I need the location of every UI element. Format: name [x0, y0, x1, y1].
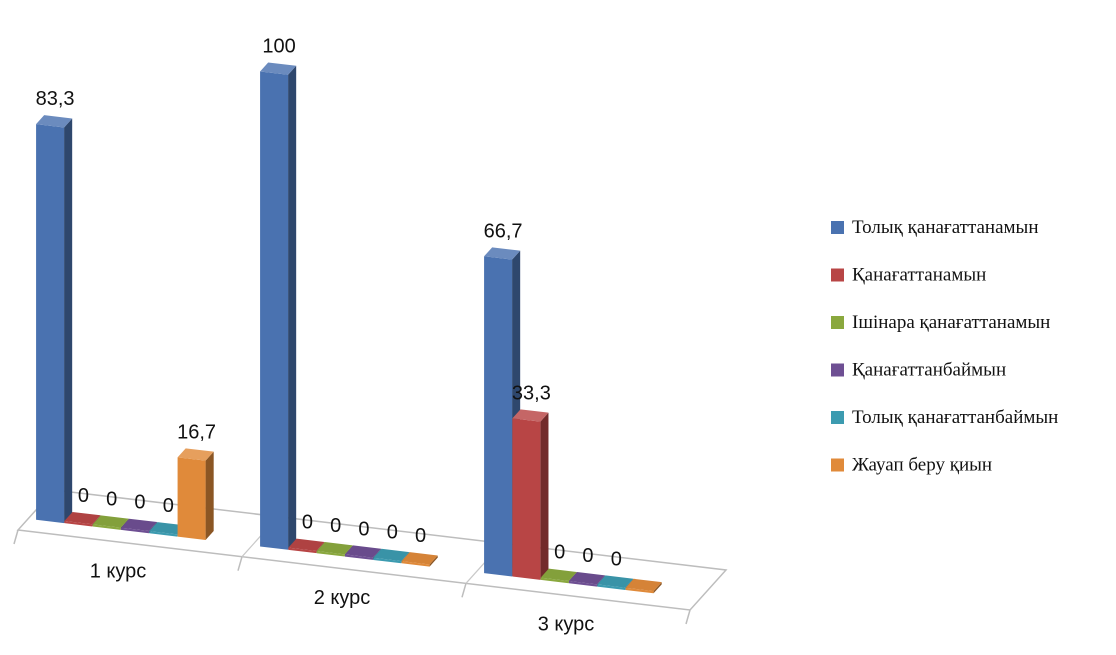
bar	[625, 578, 662, 594]
data-label: 66,7	[484, 220, 523, 242]
category-label: 3 курс	[538, 614, 595, 636]
data-label: 0	[78, 485, 89, 507]
legend-label: Жауап беру қиын	[852, 455, 992, 476]
data-label: 0	[387, 522, 398, 544]
axis-tick	[685, 609, 691, 625]
legend-swatch	[831, 316, 844, 329]
category-label: 1 курс	[90, 560, 147, 582]
legend-item: Толық қанағаттанбаймын	[831, 407, 1058, 428]
bar	[401, 552, 438, 567]
legend-item: Жауап беру қиын	[831, 455, 992, 476]
legend-label: Толық қанағаттанбаймын	[852, 407, 1058, 428]
category-label: 2 курс	[314, 587, 371, 609]
data-label: 0	[302, 512, 313, 534]
legend-label: Қанағаттанбаймын	[852, 360, 1006, 381]
legend-swatch	[831, 411, 844, 424]
bar-group-2	[260, 62, 438, 567]
bar	[512, 409, 549, 580]
legend-label: Қанағаттанамын	[852, 265, 986, 286]
data-label: 0	[358, 518, 369, 540]
data-label: 0	[415, 525, 426, 547]
data-label: 0	[134, 492, 145, 514]
bar	[177, 448, 214, 540]
data-label: 0	[582, 545, 593, 567]
category-labels: 1 курс 2 курс 3 курс	[90, 560, 595, 635]
bar-group-1	[36, 115, 214, 540]
legend-item: Толық қанағаттанамын	[831, 217, 1038, 238]
legend-swatch	[831, 458, 844, 472]
legend-item: Ішінара қанағаттанамын	[831, 312, 1050, 333]
data-label: 100	[262, 35, 295, 57]
bar	[260, 62, 297, 550]
axis-tick	[13, 529, 19, 545]
data-label: 0	[330, 515, 341, 537]
data-label: 0	[611, 548, 622, 570]
data-label: 16,7	[177, 421, 216, 443]
bar-groups	[36, 62, 662, 594]
legend-swatch	[831, 363, 844, 377]
axis-tick	[461, 583, 467, 598]
legend-swatch	[831, 268, 844, 282]
bar-group-3	[484, 247, 662, 594]
legend-item: Қанағаттанбаймын	[831, 360, 1006, 381]
data-label: 0	[106, 488, 117, 510]
legend-swatch	[831, 221, 844, 234]
legend-item: Қанағаттанамын	[831, 265, 986, 286]
data-label: 0	[163, 495, 174, 517]
legend: Толық қанағаттанамын Қанағаттанамын Ішінар…	[831, 217, 1058, 476]
axis-tick	[237, 556, 243, 571]
bar	[36, 115, 73, 524]
data-label: 0	[554, 542, 565, 564]
legend-label: Толық қанағаттанамын	[852, 217, 1038, 238]
legend-label: Ішінара қанағаттанамын	[852, 312, 1050, 333]
data-label: 33,3	[512, 382, 551, 404]
data-label: 83,3	[36, 88, 75, 110]
